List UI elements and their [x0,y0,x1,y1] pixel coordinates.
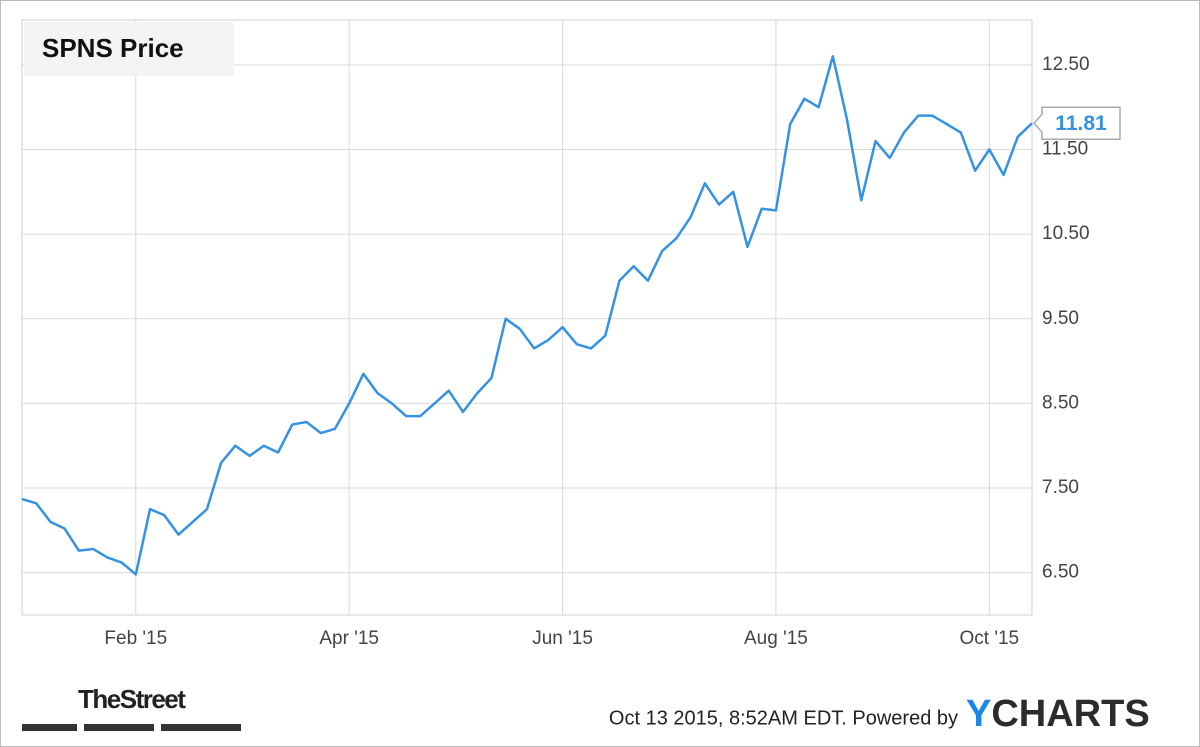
y-tick-label: 6.50 [1042,562,1079,583]
y-tick-label: 12.50 [1042,54,1090,75]
logo-bar [84,724,154,731]
last-value-label: 11.81 [1055,112,1107,135]
y-tick-label: 10.50 [1042,223,1090,244]
brand-logo: YCHARTS [966,693,1150,735]
plot-area [21,19,1033,616]
y-tick-label: 8.50 [1042,392,1079,413]
logo-bar [161,724,241,731]
grid [22,20,1032,615]
brand-y: Y [966,693,991,735]
y-tick-label: 7.50 [1042,477,1079,498]
chart-title: SPNS Price [42,33,184,63]
x-tick-label: Feb '15 [104,628,167,649]
x-tick-label: Aug '15 [744,628,808,649]
brand-charts: CHARTS [991,693,1149,735]
lines [21,55,1033,576]
x-tick-label: Jun '15 [532,628,593,649]
source-logo: TheStreet [78,684,186,714]
footer: Oct 13 2015, 8:52AM EDT. Powered by [609,707,958,729]
y-tick-label: 9.50 [1042,308,1079,329]
title-box [24,22,234,76]
x-tick-label: Apr '15 [319,628,379,649]
y-tick-label: 11.50 [1042,139,1088,160]
last-value-box [1032,106,1121,141]
x-tick-label: Oct '15 [960,628,1020,649]
price-line [21,55,1033,576]
logo-bar [22,724,77,731]
